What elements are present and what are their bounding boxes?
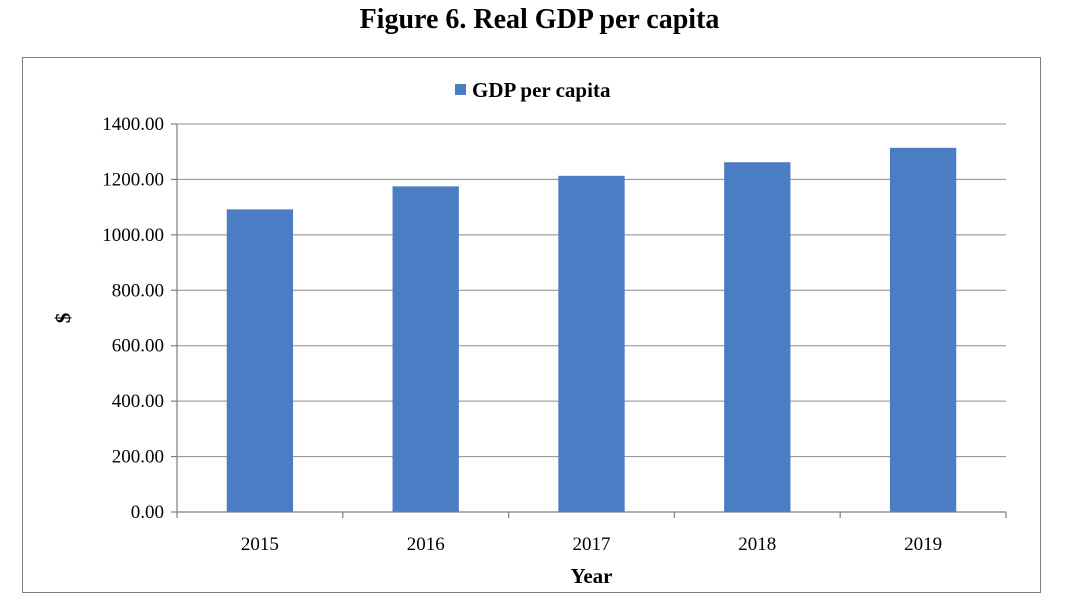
x-tick-label-2018: 2018	[738, 534, 776, 555]
x-axis-title: Year	[571, 564, 613, 588]
x-tick-label-2015: 2015	[241, 534, 279, 555]
x-tick-label-2019: 2019	[904, 534, 942, 555]
y-tick-label: 200.00	[112, 447, 164, 468]
chart-frame	[22, 57, 1041, 593]
legend: GDP per capita	[455, 78, 611, 102]
x-tick-label-2016: 2016	[407, 534, 445, 555]
y-tick-label: 400.00	[112, 391, 164, 412]
y-tick-label: 1200.00	[102, 169, 164, 190]
y-tick-label: 800.00	[112, 280, 164, 301]
axes	[176, 124, 1006, 513]
bars	[226, 147, 957, 513]
legend-label-gdp-per-capita: GDP per capita	[472, 78, 611, 102]
y-tick-label: 0.00	[131, 502, 164, 523]
bar-2017	[558, 175, 625, 512]
x-tick-labels: 2015 2016 2017 2018 2019	[241, 534, 942, 555]
bar-2015	[226, 209, 294, 513]
bar-2019	[889, 147, 957, 512]
x-tick-label-2017: 2017	[573, 534, 611, 555]
legend-swatch-gdp-per-capita	[455, 84, 466, 95]
bar-2018	[724, 162, 791, 512]
y-tick-labels: 0.00 200.00 400.00 600.00 800.00 1000.00 1200.…	[102, 114, 164, 523]
y-tick-label: 1000.00	[102, 225, 164, 246]
y-tick-label: 1400.00	[102, 114, 164, 135]
figure-title: Figure 6. Real GDP per capita	[359, 4, 720, 35]
y-tick-label: 600.00	[112, 336, 164, 357]
y-axis-title: $	[51, 313, 75, 324]
bar-2016	[392, 186, 459, 512]
